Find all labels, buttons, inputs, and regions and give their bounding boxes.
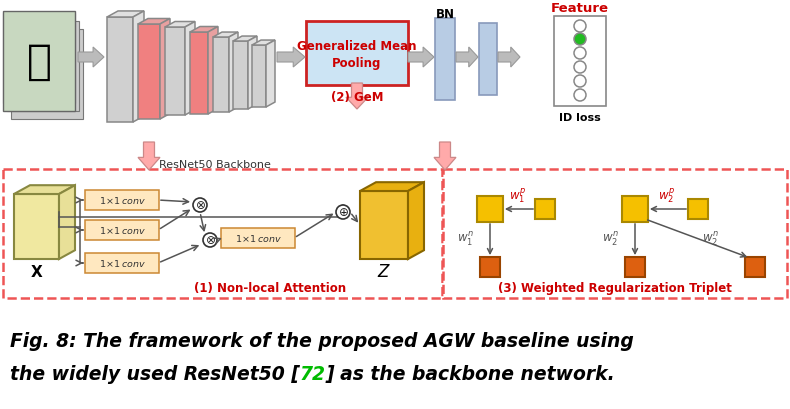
Text: $w_1^n$: $w_1^n$ (457, 230, 473, 247)
Text: $\mathbf{X}$: $\mathbf{X}$ (30, 263, 43, 279)
Polygon shape (14, 186, 75, 195)
Polygon shape (252, 46, 266, 108)
Polygon shape (252, 41, 275, 46)
Circle shape (574, 62, 586, 74)
Text: $1\!\times\!1\,conv$: $1\!\times\!1\,conv$ (235, 233, 281, 244)
Text: Feature: Feature (551, 2, 609, 14)
Polygon shape (360, 183, 424, 191)
FancyBboxPatch shape (480, 257, 500, 277)
Text: the widely used ResNet50 [: the widely used ResNet50 [ (10, 364, 300, 384)
Polygon shape (277, 48, 305, 68)
Text: ID loss: ID loss (559, 113, 601, 123)
Polygon shape (360, 191, 408, 259)
Text: $1\!\times\!1\,conv$: $1\!\times\!1\,conv$ (99, 258, 145, 269)
Polygon shape (107, 18, 133, 123)
FancyBboxPatch shape (625, 257, 645, 277)
Polygon shape (190, 27, 218, 33)
Text: $\oplus$: $\oplus$ (337, 206, 348, 219)
Text: $w_2^n$: $w_2^n$ (702, 230, 718, 247)
Text: BN: BN (435, 7, 454, 20)
FancyBboxPatch shape (85, 220, 159, 240)
FancyBboxPatch shape (7, 22, 79, 112)
Text: Pooling: Pooling (333, 57, 382, 70)
Circle shape (203, 234, 217, 247)
Polygon shape (14, 195, 59, 259)
Circle shape (193, 198, 207, 213)
FancyBboxPatch shape (479, 24, 497, 96)
Polygon shape (78, 48, 104, 68)
FancyBboxPatch shape (745, 257, 765, 277)
Polygon shape (185, 22, 195, 116)
Polygon shape (233, 37, 257, 42)
Polygon shape (408, 183, 424, 259)
Polygon shape (165, 22, 195, 28)
Text: $1\!\times\!1\,conv$: $1\!\times\!1\,conv$ (99, 195, 145, 206)
Polygon shape (213, 33, 238, 38)
FancyBboxPatch shape (443, 170, 787, 298)
Polygon shape (233, 42, 248, 110)
Text: $\otimes$: $\otimes$ (205, 234, 216, 247)
Text: ResNet50 Backbone: ResNet50 Backbone (159, 160, 271, 170)
Text: $1\!\times\!1\,conv$: $1\!\times\!1\,conv$ (99, 225, 145, 236)
Text: (3) Weighted Regularization Triplet: (3) Weighted Regularization Triplet (498, 282, 732, 295)
Text: ] as the backbone network.: ] as the backbone network. (326, 364, 615, 384)
Text: Fig. 8: The framework of the proposed AGW baseline using: Fig. 8: The framework of the proposed AG… (10, 332, 634, 351)
FancyBboxPatch shape (554, 17, 606, 107)
Polygon shape (346, 84, 368, 110)
Text: 72: 72 (300, 364, 326, 384)
Polygon shape (138, 20, 170, 25)
Polygon shape (408, 48, 434, 68)
FancyBboxPatch shape (11, 30, 83, 120)
FancyBboxPatch shape (85, 191, 159, 211)
FancyBboxPatch shape (85, 254, 159, 273)
FancyBboxPatch shape (306, 22, 408, 86)
Polygon shape (498, 48, 520, 68)
Polygon shape (229, 33, 238, 113)
Polygon shape (190, 33, 208, 115)
Circle shape (574, 76, 586, 88)
Polygon shape (165, 28, 185, 116)
Text: $\otimes$: $\otimes$ (194, 199, 205, 212)
Polygon shape (59, 186, 75, 259)
Circle shape (574, 48, 586, 60)
Polygon shape (213, 38, 229, 113)
FancyBboxPatch shape (3, 170, 442, 298)
FancyBboxPatch shape (3, 14, 75, 104)
FancyBboxPatch shape (535, 200, 555, 220)
Text: $w_2^n$: $w_2^n$ (601, 230, 619, 247)
FancyBboxPatch shape (3, 12, 75, 112)
Polygon shape (208, 27, 218, 115)
FancyBboxPatch shape (688, 200, 708, 220)
Polygon shape (107, 12, 144, 18)
Polygon shape (160, 20, 170, 120)
FancyBboxPatch shape (622, 196, 648, 222)
Polygon shape (248, 37, 257, 110)
FancyBboxPatch shape (477, 196, 503, 222)
Text: $w_2^p$: $w_2^p$ (658, 186, 675, 205)
Text: $\mathit{Z}$: $\mathit{Z}$ (377, 262, 391, 280)
Text: 🚶: 🚶 (27, 41, 51, 83)
Polygon shape (456, 48, 478, 68)
Circle shape (574, 90, 586, 102)
FancyBboxPatch shape (435, 19, 455, 101)
FancyBboxPatch shape (221, 229, 295, 248)
Circle shape (574, 34, 586, 46)
Text: (1) Non-local Attention: (1) Non-local Attention (194, 282, 346, 295)
Text: Generalized Mean: Generalized Mean (297, 39, 417, 52)
Circle shape (574, 21, 586, 33)
Text: $w_1^p$: $w_1^p$ (509, 186, 526, 205)
Polygon shape (138, 143, 160, 171)
Polygon shape (434, 143, 456, 171)
Polygon shape (133, 12, 144, 123)
Polygon shape (266, 41, 275, 108)
Text: (2) GeM: (2) GeM (331, 91, 383, 104)
Circle shape (336, 205, 350, 220)
Polygon shape (138, 25, 160, 120)
